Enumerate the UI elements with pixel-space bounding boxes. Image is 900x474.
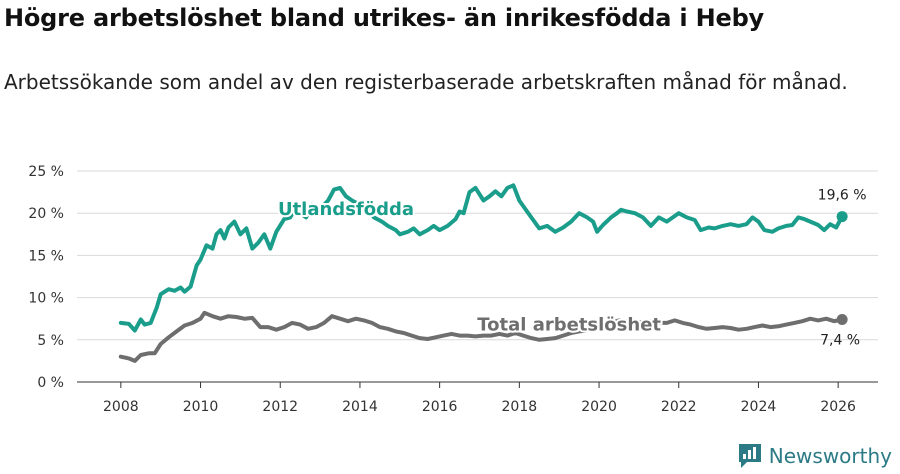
end-value-label: 7,4 %	[820, 333, 860, 349]
series-end-point	[836, 211, 848, 223]
series-line-total	[118, 310, 845, 363]
x-axis-ticks: 2008 2010 2012 2014 2016 2018 2020 2022 2024 2026	[77, 381, 878, 415]
x-tick-label: 2020	[581, 399, 617, 415]
grid-layer	[77, 170, 878, 341]
chart-subtitle: Arbetssökande som andel av den registerb…	[4, 70, 848, 94]
y-tick-label: 25 %	[28, 164, 64, 180]
x-tick-label: 2010	[183, 399, 219, 415]
series-end-point	[836, 314, 848, 326]
y-tick-label: 0 %	[37, 375, 64, 391]
y-tick-label: 15 %	[28, 248, 64, 264]
series-labels: Utlandsfödda Total arbetslöshet 19,6 % 7,4 …	[276, 188, 867, 349]
end-value-label: 19,6 %	[818, 188, 867, 204]
x-tick-label: 2024	[741, 399, 777, 415]
series-layer	[118, 183, 848, 363]
chart-title: Högre arbetslöshet bland utrikes- än inr…	[4, 4, 764, 32]
brand-name: Newsworthy	[768, 444, 892, 468]
series-label: Utlandsfödda	[278, 199, 414, 220]
x-tick-label: 2018	[502, 399, 538, 415]
x-tick-label: 2016	[422, 399, 458, 415]
x-tick-label: 2012	[262, 399, 298, 415]
newsworthy-logo: Newsworthy	[737, 442, 892, 470]
y-axis-ticks: 0 % 5 % 10 % 15 % 20 % 25 %	[28, 164, 64, 391]
y-tick-label: 5 %	[37, 333, 64, 349]
x-tick-label: 2008	[103, 399, 139, 415]
x-tick-label: 2014	[342, 399, 378, 415]
x-tick-label: 2026	[820, 399, 856, 415]
y-tick-label: 10 %	[28, 291, 64, 307]
y-tick-label: 20 %	[28, 206, 64, 222]
series-line-utlandsfodda	[118, 183, 845, 333]
x-tick-label: 2022	[661, 399, 697, 415]
newsworthy-logo-icon	[738, 444, 761, 468]
series-label: Total arbetslöshet	[477, 315, 661, 336]
